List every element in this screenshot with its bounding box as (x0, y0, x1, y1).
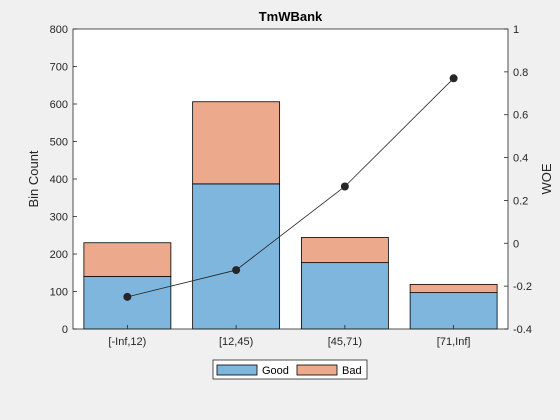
y2-tick-label-3: 0.2 (513, 195, 528, 207)
x-tick-label-0: [-Inf,12) (108, 336, 146, 348)
woe-point-1 (232, 266, 241, 275)
y2-tick-label-6: 0.8 (513, 67, 528, 79)
y-axis-label: Bin Count (26, 150, 41, 207)
woe-line-layer (123, 74, 458, 301)
woe-line (127, 78, 454, 298)
bar-good-1 (192, 183, 281, 330)
woe-point-2 (340, 182, 349, 191)
x-tick-label-2: [45,71) (328, 336, 362, 348)
y2-tick-label-2: 0 (513, 238, 519, 250)
y2-axis-label: WOE (539, 163, 554, 194)
bar-bad-2 (300, 237, 389, 264)
y-tick-label-6: 600 (50, 99, 68, 111)
woe-point-0 (123, 292, 132, 301)
y2-tick-label-5: 0.6 (513, 110, 528, 122)
left-axis-ticks: 0 100 200 300 400 500 600 700 800 (50, 24, 77, 336)
bar-good-2 (300, 262, 389, 330)
y2-tick-label-1: -0.2 (513, 281, 532, 293)
y-tick-label-5: 500 (50, 137, 68, 149)
x-tick-label-3: [71,Inf] (437, 336, 471, 348)
y-tick-label-1: 100 (50, 287, 68, 299)
x-axis-ticks: [-Inf,12) [12,45) [45,71) [71,Inf] (108, 325, 470, 348)
y2-tick-label-7: 1 (513, 24, 519, 36)
bar-bad-0 (83, 242, 172, 277)
y-tick-label-8: 800 (50, 24, 68, 36)
y-tick-label-3: 300 (50, 212, 68, 224)
legend-label-good: Good (262, 365, 289, 377)
y-tick-label-2: 200 (50, 249, 68, 261)
bars-layer (83, 101, 498, 330)
y2-tick-label-0: -0.4 (513, 324, 532, 336)
bar-good-3 (409, 292, 498, 330)
bar-bad-1 (192, 101, 281, 185)
legend-label-bad: Bad (342, 365, 362, 377)
y-tick-label-4: 400 (50, 174, 68, 186)
legend-swatch-good (216, 364, 258, 376)
chart-title: TmWBank (259, 9, 323, 24)
x-tick-label-1: [12,45) (219, 336, 253, 348)
y-tick-label-7: 700 (50, 62, 68, 74)
y2-tick-label-4: 0.4 (513, 153, 528, 165)
y-tick-label-0: 0 (62, 324, 68, 336)
legend-swatch-bad (296, 364, 338, 376)
right-axis-ticks: -0.4 -0.2 0 0.2 0.4 0.6 0.8 1 (504, 24, 532, 336)
woe-point-3 (449, 74, 458, 83)
bar-good-0 (83, 276, 172, 330)
legend: Good Bad (212, 359, 368, 380)
bar-bad-3 (409, 283, 498, 294)
